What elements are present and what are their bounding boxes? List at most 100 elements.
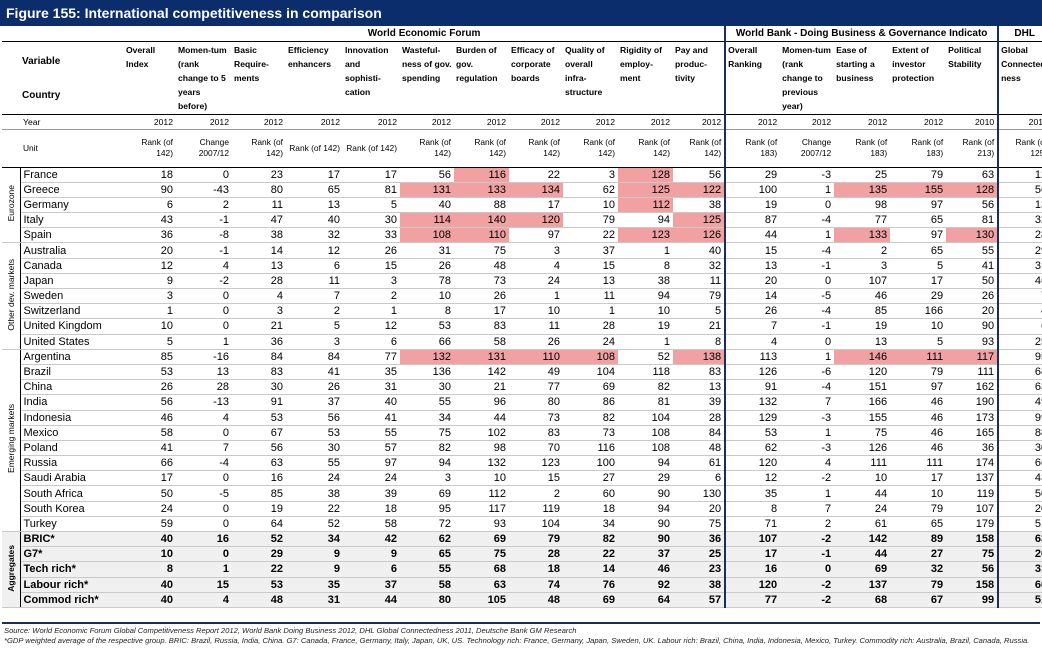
value-cell: 17 — [124, 470, 176, 487]
value-cell: 26 — [400, 258, 454, 274]
value-cell: 52 — [232, 530, 286, 548]
column-header: Burden of gov. regulation — [456, 44, 498, 83]
aggregate-row: Commod rich* 40 4 48 31 44 80 105 48 69 64 57 77 -2 68… — [2, 592, 1042, 608]
value-cell: 14 — [724, 288, 781, 305]
value-cell: 30 — [997, 440, 1042, 457]
value-cell: 44 — [834, 546, 891, 563]
value-cell: 50 — [946, 273, 999, 290]
value-cell: 0 — [176, 470, 232, 487]
value-cell: 0 — [176, 425, 232, 441]
value-cell: 20 — [724, 273, 781, 290]
value-cell: -8 — [176, 227, 232, 244]
value-cell: 77 — [834, 212, 891, 229]
value-cell: 14 — [563, 561, 618, 578]
value-cell: -1 — [780, 546, 835, 563]
value-cell: 134 — [509, 182, 563, 198]
value-cell: 1 — [780, 182, 835, 198]
value-cell: 3 — [509, 242, 563, 259]
value-cell: 19 — [724, 197, 781, 214]
value-cell: 15 — [509, 470, 563, 487]
column-header: Political Stability — [948, 44, 982, 69]
value-cell: 24 — [834, 501, 891, 517]
value-cell: 49 — [997, 394, 1042, 411]
value-cell: 53 — [724, 425, 781, 441]
value-cell: 57 — [673, 592, 726, 608]
country-name: Greece — [20, 182, 124, 198]
value-cell: 69 — [834, 561, 891, 578]
value-cell: 133 — [454, 182, 509, 198]
value-cell: 55 — [343, 425, 400, 441]
value-cell: 44 — [454, 410, 509, 426]
value-cell: 36 — [946, 440, 999, 457]
value-cell: 83 — [509, 425, 563, 441]
value-cell: 0 — [176, 288, 232, 305]
value-cell: 37 — [343, 577, 400, 593]
country-name: Canada — [20, 258, 124, 274]
band-spacer-2 — [20, 26, 124, 42]
value-cell: 6 — [997, 318, 1042, 335]
value-cell: 10 — [618, 303, 673, 320]
value-cell: 73 — [454, 273, 509, 290]
column-header: Ease of starting a business — [836, 44, 875, 83]
value-cell: 117 — [946, 348, 999, 365]
competitiveness-table-container: World Economic Forum World Bank - Doing B… — [2, 26, 1042, 608]
value-cell: 62 — [400, 530, 454, 548]
value-cell: 166 — [890, 303, 947, 320]
value-cell: 165 — [946, 425, 999, 441]
value-cell: 12 — [286, 242, 343, 259]
value-cell: 1 — [780, 227, 835, 244]
value-cell: 97 — [890, 197, 947, 214]
value-cell: 18 — [509, 561, 563, 578]
value-cell: 19 — [834, 318, 891, 335]
value-cell: 12 — [343, 318, 400, 335]
value-cell: 17 — [343, 166, 400, 183]
value-cell: -4 — [780, 379, 835, 396]
value-cell: 90 — [618, 485, 673, 502]
value-cell: 4 — [176, 258, 232, 274]
group-label: Emerging markets — [2, 348, 21, 533]
value-cell: 56 — [286, 410, 343, 426]
value-cell: 58 — [454, 334, 509, 350]
value-cell: 108 — [618, 425, 673, 441]
value-cell: 13 — [997, 197, 1042, 214]
value-cell: -4 — [780, 242, 835, 259]
value-cell: 28 — [176, 379, 232, 396]
value-cell: 1 — [780, 348, 835, 365]
value-cell: 62 — [724, 440, 781, 457]
unit-cell: Rank (of 142) — [232, 129, 286, 168]
value-cell: 39 — [673, 394, 726, 411]
value-cell: 83 — [673, 364, 726, 381]
value-cell: 46 — [124, 410, 176, 426]
footnotes: Source: World Economic Forum Global Comp… — [4, 626, 1038, 646]
value-cell: 12 — [997, 166, 1042, 183]
value-cell: 7 — [780, 501, 835, 517]
country-name: Argentina — [20, 348, 124, 365]
value-cell: -4 — [176, 455, 232, 472]
value-cell: 1 — [124, 303, 176, 320]
value-cell: 72 — [400, 516, 454, 533]
value-cell: -4 — [780, 212, 835, 229]
value-cell: 20 — [673, 501, 726, 517]
value-cell: 13 — [563, 273, 618, 290]
value-cell: 0 — [780, 334, 835, 350]
value-cell: 80 — [232, 182, 286, 198]
value-cell: 10 — [400, 288, 454, 305]
value-cell: 4 — [780, 455, 835, 472]
value-cell: 0 — [176, 516, 232, 533]
value-cell: 34 — [400, 410, 454, 426]
value-cell: 75 — [454, 242, 509, 259]
value-cell: 108 — [618, 440, 673, 457]
value-cell: 64 — [618, 592, 673, 608]
value-cell: 65 — [890, 516, 947, 533]
value-cell: 6 — [673, 470, 726, 487]
value-cell: 12 — [724, 470, 781, 487]
value-cell: 80 — [400, 592, 454, 608]
value-cell: 3 — [232, 303, 286, 320]
value-cell: 40 — [673, 242, 726, 259]
value-cell: 120 — [724, 577, 781, 593]
value-cell: 65 — [286, 182, 343, 198]
year-cell: 2012 — [124, 113, 176, 130]
value-cell: 91 — [724, 379, 781, 396]
